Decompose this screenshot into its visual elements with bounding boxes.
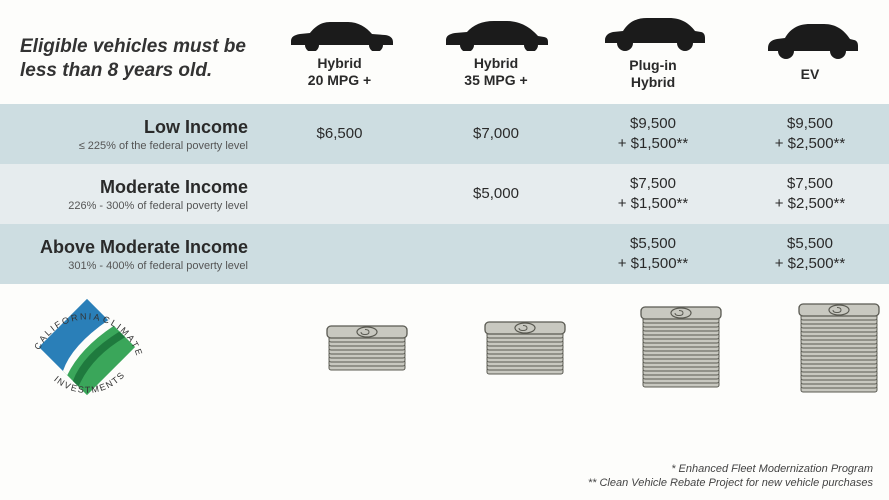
stack-3	[731, 284, 889, 414]
stack-0	[262, 284, 417, 414]
cell-2-0	[262, 224, 417, 284]
california-climate-investments-logo: CALIFORNIA CLIMATE INVESTMENTS	[22, 288, 152, 406]
stack-2	[575, 284, 731, 414]
stack-1	[417, 284, 575, 414]
compact-ev-icon	[760, 20, 860, 62]
col-plugin: Plug-inHybrid	[575, 0, 731, 104]
cell-2-1	[417, 224, 575, 284]
footnote-1: * Enhanced Fleet Modernization Program	[588, 462, 873, 476]
money-stack-icon	[317, 310, 417, 376]
eligibility-line2: less than 8 years old.	[20, 60, 212, 81]
cell-0-2: $9,500+ $1,500**	[575, 104, 731, 164]
cell-1-3: $7,500+ $2,500**	[731, 164, 889, 224]
col-hybrid35: Hybrid35 MPG +	[417, 0, 575, 104]
eligibility-note: Eligible vehicles must be less than 8 ye…	[0, 0, 262, 104]
footnote-2: ** Clean Vehicle Rebate Project for new …	[588, 476, 873, 490]
cell-2-3: $5,500+ $2,500**	[731, 224, 889, 284]
cell-0-3: $9,500+ $2,500**	[731, 104, 889, 164]
money-stack-icon	[631, 293, 731, 393]
col-hybrid20: Hybrid20 MPG +	[262, 0, 417, 104]
cell-1-0	[262, 164, 417, 224]
money-stack-icon	[475, 306, 575, 380]
incentive-table: Eligible vehicles must be less than 8 ye…	[0, 0, 889, 414]
hatchback-icon	[440, 15, 552, 51]
sedan-icon	[285, 15, 395, 51]
row-low-income-label: Low Income ≤ 225% of the federal poverty…	[0, 104, 262, 164]
logo-cell: CALIFORNIA CLIMATE INVESTMENTS	[0, 284, 262, 414]
money-stack-icon	[789, 288, 889, 398]
row-moderate-label: Moderate Income 226% - 300% of federal p…	[0, 164, 262, 224]
cell-2-2: $5,500+ $1,500**	[575, 224, 731, 284]
cell-1-2: $7,500+ $1,500**	[575, 164, 731, 224]
crossover-icon	[599, 13, 707, 53]
footnotes: * Enhanced Fleet Modernization Program *…	[588, 462, 873, 491]
cell-0-1: $7,000	[417, 104, 575, 164]
row-above-moderate-label: Above Moderate Income 301% - 400% of fed…	[0, 224, 262, 284]
eligibility-line1: Eligible vehicles must be	[20, 36, 246, 57]
cell-0-0: $6,500	[262, 104, 417, 164]
cell-1-1: $5,000	[417, 164, 575, 224]
col-ev: EV	[731, 0, 889, 104]
